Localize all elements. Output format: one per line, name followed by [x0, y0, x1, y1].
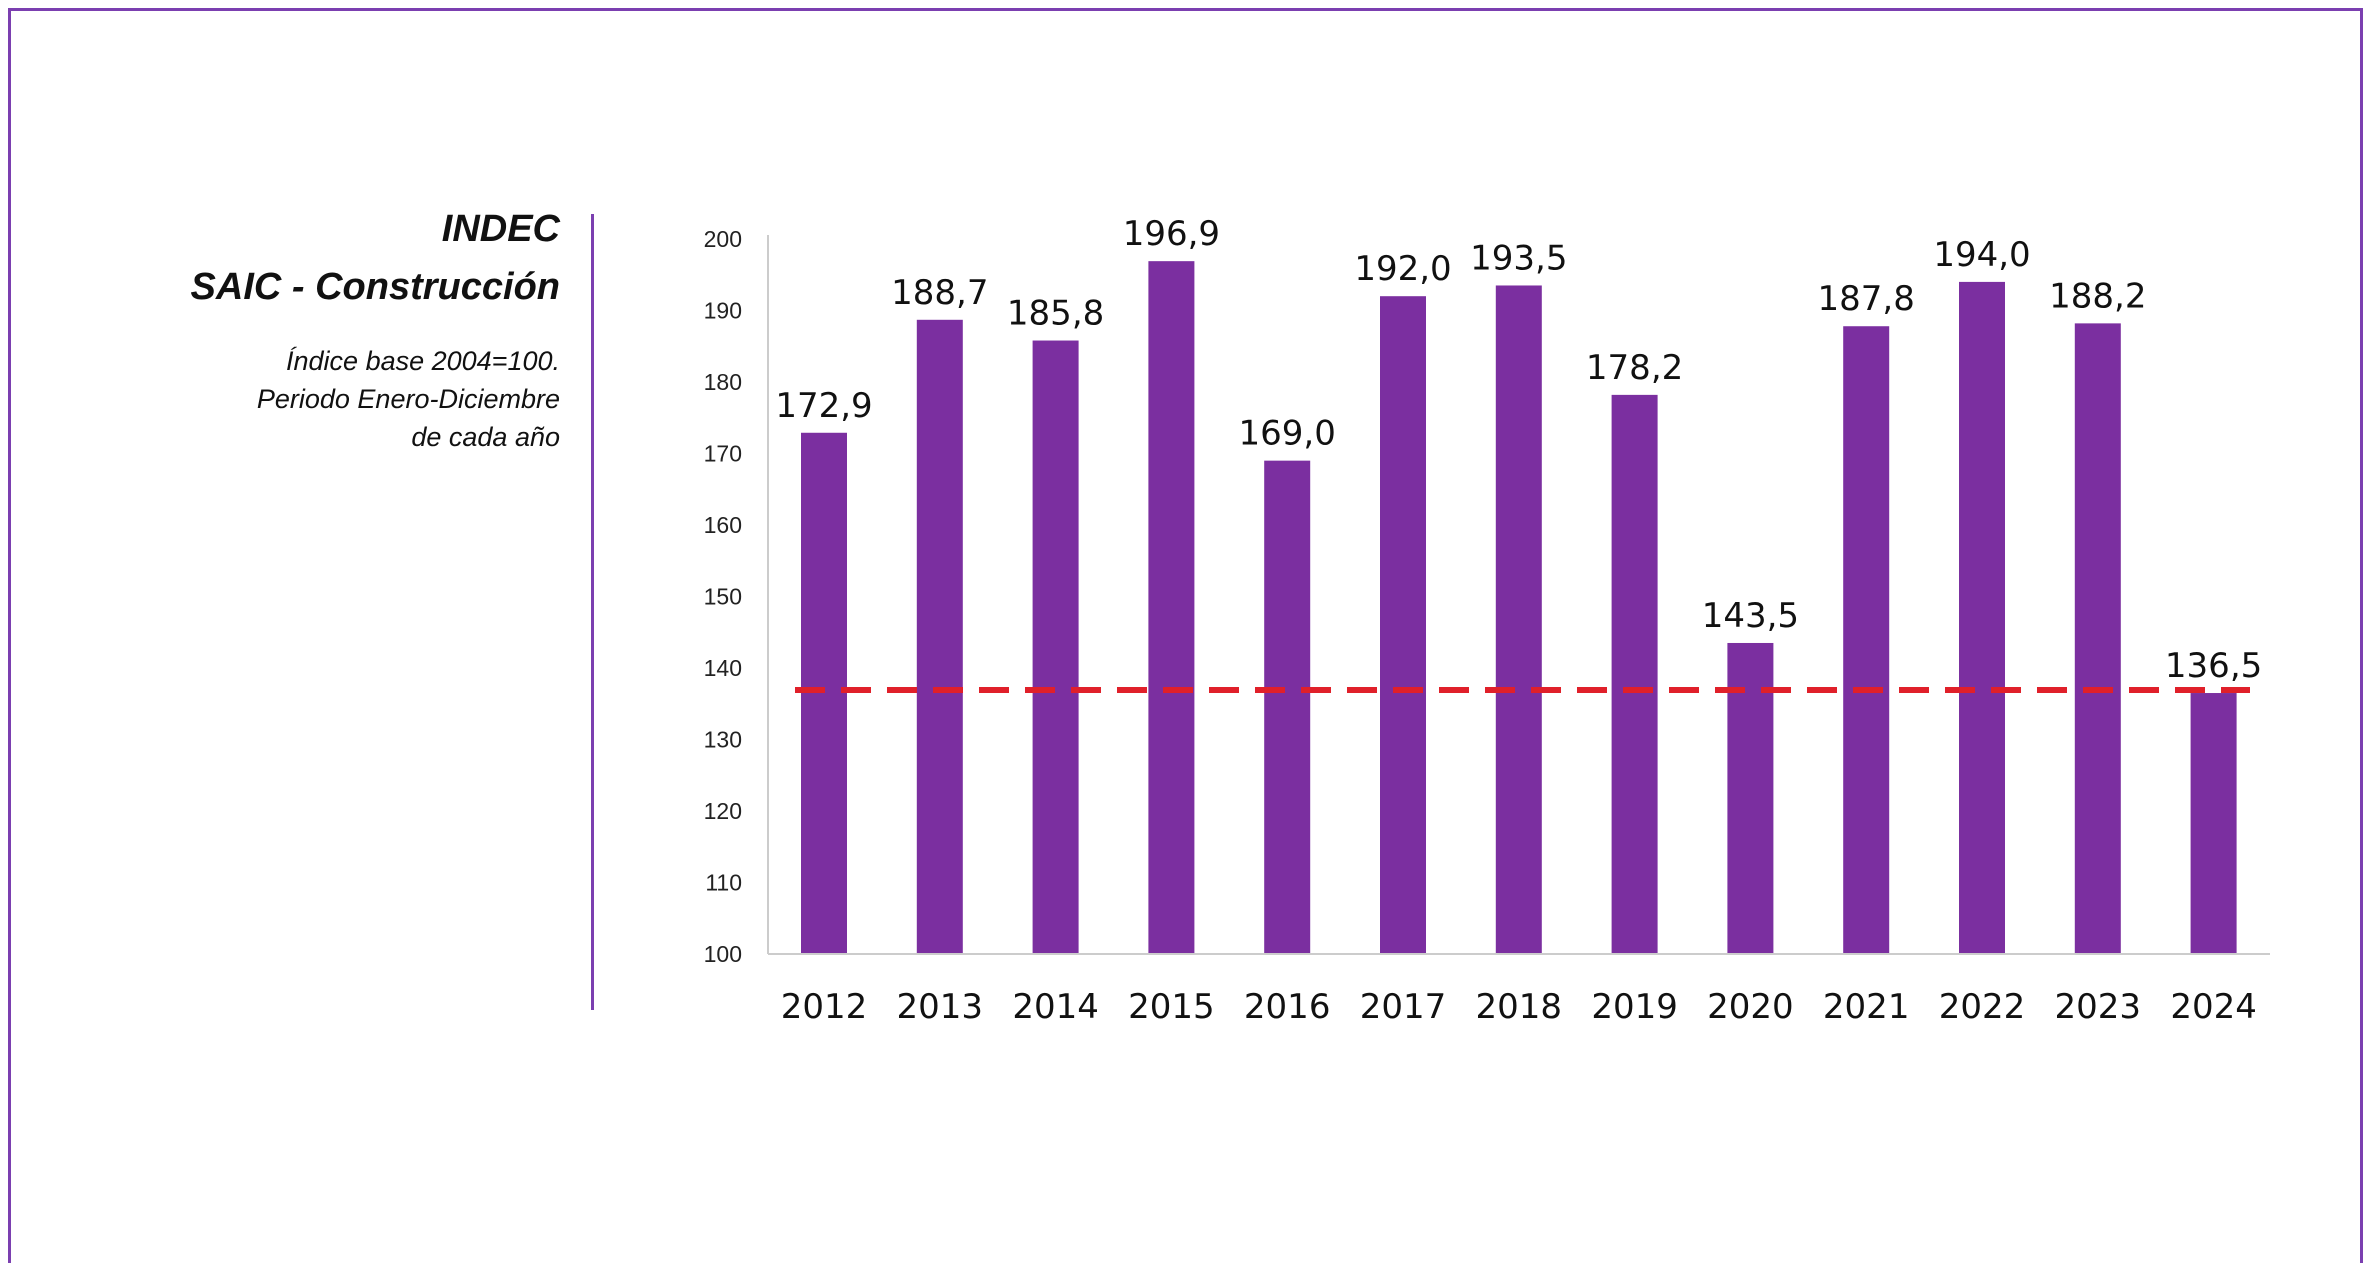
x-tick-label-2022: 2022 — [1939, 987, 2026, 1027]
x-tick-label-2015: 2015 — [1128, 987, 1215, 1027]
base-index-note: Índice base 2004=100. — [286, 346, 560, 376]
page-frame — [8, 8, 2363, 1263]
data-label-2021: 187,8 — [1818, 279, 1915, 319]
y-tick-label: 160 — [704, 512, 742, 538]
x-axis: 2012 2013 2014 2015 2016 2017 2018 2019 2020 2021… — [768, 953, 2270, 1027]
bars-group — [801, 261, 2237, 955]
bar-2014 — [1032, 340, 1079, 954]
x-tick-label-2012: 2012 — [781, 987, 868, 1027]
x-tick-label-2020: 2020 — [1707, 987, 1794, 1027]
y-axis: 100 110 120 130 140 150 160 170 180 190 200 — [704, 226, 769, 967]
data-label-2015: 196,9 — [1123, 214, 1220, 254]
bar-2017 — [1380, 296, 1426, 954]
chart-description: Índice base 2004=100. Periodo Enero-Dici… — [100, 342, 560, 456]
y-tick-label: 180 — [704, 369, 742, 395]
x-tick-label-2013: 2013 — [897, 987, 984, 1027]
x-tick-label-2024: 2024 — [2170, 987, 2257, 1027]
bar-2018 — [1495, 285, 1542, 955]
bar-2015 — [1148, 261, 1195, 954]
y-tick-label: 190 — [704, 298, 742, 324]
vertical-divider — [591, 214, 594, 1010]
bar-2012 — [801, 432, 847, 954]
y-tick-label: 100 — [704, 941, 742, 967]
x-tick-label-2016: 2016 — [1244, 987, 1331, 1027]
period-note: Periodo Enero-Diciembre — [256, 384, 560, 414]
data-label-2017: 192,0 — [1354, 249, 1451, 289]
x-tick-label-2023: 2023 — [2055, 987, 2142, 1027]
bar-2016 — [1264, 460, 1311, 954]
value-labels-group: 172,9 188,7 185,8 196,9 169,0 192,0 193,5 178,2… — [775, 214, 2262, 686]
x-tick-label-2019: 2019 — [1591, 987, 1678, 1027]
bar-2024 — [2190, 693, 2237, 954]
y-tick-label: 120 — [704, 798, 742, 824]
data-label-2019: 178,2 — [1586, 348, 1683, 388]
chart-caption: INDEC SAIC - Construcción Índice base 20… — [100, 200, 560, 456]
data-label-2013: 188,7 — [891, 273, 988, 313]
bar-2019 — [1611, 394, 1658, 954]
x-tick-label-2018: 2018 — [1476, 987, 1563, 1027]
data-label-2018: 193,5 — [1470, 238, 1567, 278]
bar-2022 — [1959, 281, 2005, 954]
y-tick-label: 200 — [704, 226, 742, 252]
x-tick-label-2017: 2017 — [1360, 987, 1447, 1027]
bar-2020 — [1727, 642, 1774, 954]
bar-2023 — [2074, 323, 2121, 954]
x-tick-label-2021: 2021 — [1823, 987, 1910, 1027]
y-tick-label: 170 — [704, 441, 742, 467]
data-label-2014: 185,8 — [1007, 294, 1104, 334]
data-label-2024: 136,5 — [2165, 646, 2262, 686]
y-tick-label: 110 — [705, 870, 742, 896]
period-note-cont: de cada año — [411, 422, 560, 452]
data-label-2012: 172,9 — [775, 386, 872, 426]
series-title: SAIC - Construcción — [190, 266, 560, 308]
source-title: INDEC — [441, 208, 560, 250]
x-tick-label-2014: 2014 — [1012, 987, 1099, 1027]
data-label-2020: 143,5 — [1702, 596, 1799, 636]
bar-2013 — [916, 319, 963, 954]
bar-2021 — [1843, 326, 1890, 955]
data-label-2022: 194,0 — [1933, 235, 2030, 275]
y-tick-label: 130 — [704, 727, 742, 753]
data-label-2016: 169,0 — [1239, 414, 1336, 454]
y-tick-label: 150 — [704, 584, 742, 610]
data-label-2023: 188,2 — [2049, 276, 2146, 316]
y-tick-label: 140 — [704, 655, 742, 681]
